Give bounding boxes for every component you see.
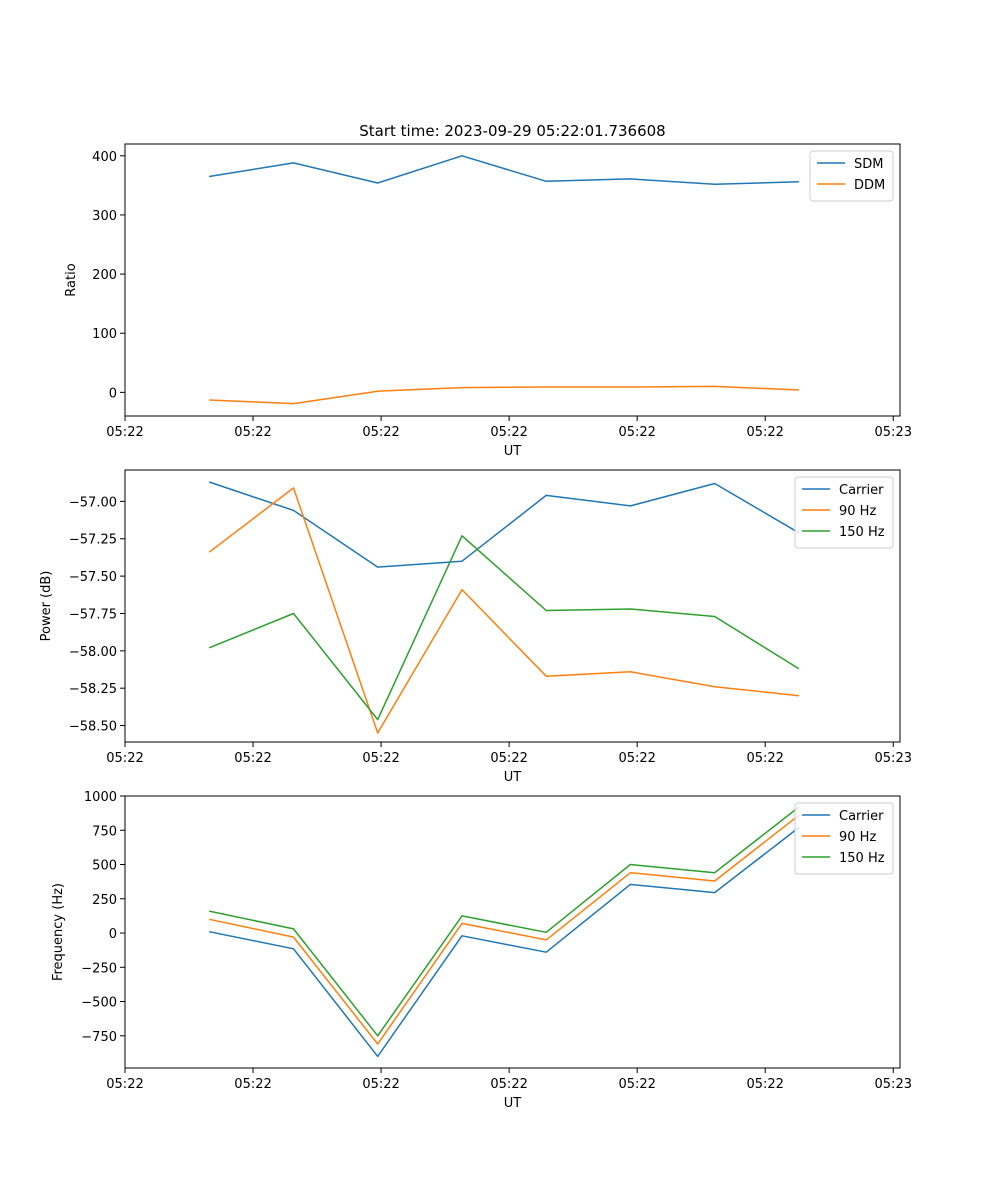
chart-3: 05:22 05:22 05:22 05:22 05:22 05:22 05:23 1000 7… (51, 790, 912, 1111)
plot-area-frame (124, 143, 901, 417)
y-tick-label: −58.00 (69, 645, 117, 660)
x-tick-label: 05:22 (234, 1077, 271, 1092)
x-tick-label: 05:22 (106, 751, 143, 766)
x-tick-label: 05:22 (746, 1077, 783, 1092)
x-tick-label: 05:22 (490, 425, 527, 440)
y-tick-label: 0 (109, 927, 117, 942)
y-tick-label: 1000 (84, 790, 117, 805)
y-tick-label: −57.50 (69, 570, 117, 585)
x-tick-label: 05:22 (746, 751, 783, 766)
legend-label: 150 Hz (839, 851, 885, 866)
y-tick-label: −250 (81, 961, 117, 976)
plot-area-frame (124, 469, 901, 743)
legend-label: 90 Hz (839, 830, 876, 845)
x-tick-label: 05:22 (746, 425, 783, 440)
y-tick-label: −750 (81, 1030, 117, 1045)
series-line-sdm (209, 155, 799, 185)
legend-label: 150 Hz (839, 525, 885, 540)
y-tick-label: 400 (92, 150, 117, 165)
series-line-carrier (209, 826, 800, 1058)
legend: Carrier 90 Hz 150 Hz (794, 802, 894, 875)
legend-label: Carrier (839, 809, 884, 824)
y-tick-label: 250 (92, 893, 117, 908)
series-line-150-hz (208, 535, 800, 721)
x-tick-label: 05:22 (618, 751, 655, 766)
x-tick-label: 05:22 (234, 425, 271, 440)
y-tick-label: −57.25 (69, 533, 117, 548)
y-tick-label: −58.25 (69, 682, 117, 697)
series-line-ddm (209, 385, 799, 405)
legend: Carrier 90 Hz 150 Hz (794, 476, 894, 549)
y-tick-label: 750 (92, 824, 117, 839)
y-axis-label: Frequency (Hz) (51, 883, 66, 981)
y-tick-label: 100 (92, 327, 117, 342)
y-axis-label: Ratio (64, 263, 79, 296)
legend-label: Carrier (839, 483, 884, 498)
x-tick-label: 05:22 (618, 1077, 655, 1092)
x-tick-label: 05:22 (490, 751, 527, 766)
series-line-90-hz (209, 814, 800, 1045)
x-tick-label: 05:23 (875, 1077, 912, 1092)
legend-label: SDM (854, 157, 883, 172)
y-axis-label: Power (dB) (39, 571, 54, 642)
y-tick-label: −500 (81, 996, 117, 1011)
legend-label: 90 Hz (839, 504, 876, 519)
y-tick-label: −57.75 (69, 607, 117, 622)
chart-title: Start time: 2023-09-29 05:22:01.736608 (359, 122, 665, 140)
x-tick-label: 05:22 (618, 425, 655, 440)
x-tick-label: 05:23 (875, 425, 912, 440)
chart-1: Start time: 2023-09-29 05:22:01.736608 05… (64, 122, 912, 459)
legend: SDM DDM (809, 150, 894, 202)
x-tick-label: 05:22 (106, 425, 143, 440)
series-line-150-hz (209, 806, 800, 1037)
x-axis-label: UT (504, 444, 522, 459)
y-tick-label: −58.50 (69, 720, 117, 735)
x-tick-label: 05:22 (362, 425, 399, 440)
y-tick-label: 200 (92, 268, 117, 283)
chart-2: 05:22 05:22 05:22 05:22 05:22 05:22 05:23 −57.0… (39, 469, 912, 785)
x-tick-label: 05:22 (490, 1077, 527, 1092)
x-tick-label: 05:22 (362, 1077, 399, 1092)
y-tick-label: 300 (92, 209, 117, 224)
x-tick-label: 05:22 (234, 751, 271, 766)
y-tick-label: −57.00 (69, 495, 117, 510)
series-line-carrier (208, 481, 800, 568)
y-tick-label: 500 (92, 859, 117, 874)
y-tick-label: 0 (109, 386, 117, 401)
x-axis-label: UT (504, 1096, 522, 1111)
plot-area-frame (124, 795, 901, 1069)
x-axis-label: UT (504, 770, 522, 785)
x-tick-label: 05:22 (106, 1077, 143, 1092)
legend-label: DDM (854, 178, 885, 193)
series-line-90-hz (208, 487, 799, 734)
x-tick-label: 05:22 (362, 751, 399, 766)
x-tick-label: 05:23 (875, 751, 912, 766)
